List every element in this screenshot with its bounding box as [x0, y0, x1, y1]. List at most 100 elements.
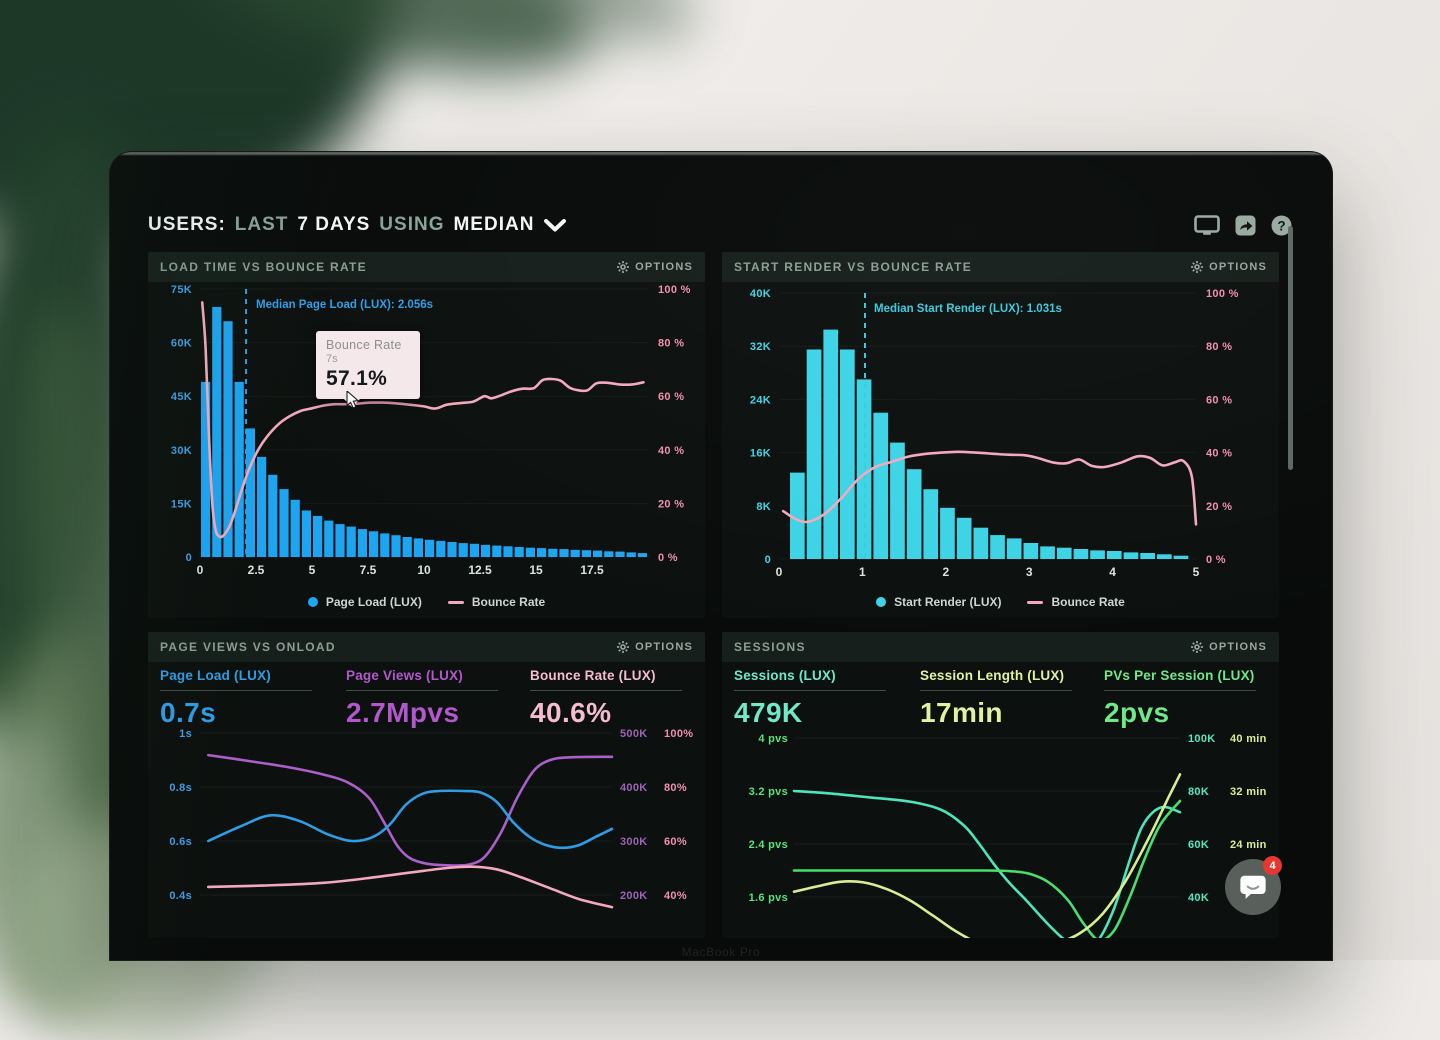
histogram-bar [380, 533, 389, 557]
x-axis-tick: 5 [309, 563, 316, 577]
panel-start-render: START RENDER VS BOUNCE RATE OPTIONS Medi… [722, 252, 1279, 618]
x-axis-tick: 7.5 [360, 563, 377, 577]
tooltip-series: Bounce Rate [326, 338, 410, 352]
x-axis-tick: 15 [529, 563, 543, 577]
histogram-bar [990, 535, 1005, 559]
svg-text:?: ? [1277, 218, 1285, 233]
tooltip-value: 57.1% [326, 367, 410, 391]
options-label: OPTIONS [1209, 261, 1267, 273]
histogram-bar [257, 457, 266, 557]
start-render-chart: Median Start Render (LUX): 1.031s40K32K2… [722, 282, 1279, 582]
histogram-bar [923, 489, 938, 559]
macbook-label: MacBook Pro [110, 945, 1332, 959]
panel-header: PAGE VIEWS VS ONLOAD OPTIONS [148, 632, 705, 662]
histogram-bar [1007, 538, 1022, 559]
histogram-bar [503, 546, 512, 557]
y-axis-tick: 15K [171, 498, 192, 510]
axis-tick-min: 40 min [1230, 733, 1267, 745]
histogram-bar [840, 350, 855, 560]
histogram-bar [459, 543, 468, 557]
y-axis-tick: 60K [171, 338, 192, 350]
axis-tick-pct: 100% [664, 728, 693, 740]
histogram-bar [481, 545, 490, 557]
legend-label: Start Render (LUX) [894, 595, 1001, 609]
y2-axis-tick: 80 % [658, 338, 684, 350]
chevron-down-icon [543, 219, 567, 232]
options-button[interactable]: OPTIONS [1191, 261, 1267, 273]
histogram-bar [627, 552, 636, 557]
title-segment: MEDIAN [453, 214, 534, 236]
histogram-bar [403, 537, 412, 557]
histogram-bar [548, 549, 557, 557]
histogram-bar [957, 518, 972, 559]
histogram-bar [571, 550, 580, 557]
histogram-bar [1057, 548, 1072, 559]
panel-title: START RENDER VS BOUNCE RATE [734, 260, 972, 274]
load-time-chart: Median Page Load (LUX): 2.056s75K60K45K3… [148, 282, 705, 582]
histogram-bar [823, 330, 838, 559]
y-axis-tick: 45K [171, 391, 192, 403]
histogram-bar [582, 550, 591, 557]
histogram-bar [369, 531, 378, 557]
line-series [208, 867, 612, 908]
histogram-bar [425, 540, 434, 557]
y-axis-tick: 24K [750, 394, 771, 406]
legend-label: Page Load (LUX) [326, 595, 422, 609]
title-segment: 7 DAYS [297, 214, 370, 236]
x-axis-tick: 0 [776, 565, 783, 579]
chat-bubble-icon [1239, 874, 1267, 901]
legend-label: Bounce Rate [472, 595, 545, 609]
display-icon[interactable] [1194, 215, 1220, 235]
panel-title: PAGE VIEWS VS ONLOAD [160, 640, 336, 654]
y-axis-tick: 8K [756, 501, 771, 513]
histogram-bar [537, 548, 546, 557]
chat-widget-button[interactable]: 4 [1225, 859, 1281, 915]
axis-tick-min: 24 min [1230, 839, 1267, 851]
scrollbar-thumb[interactable] [1288, 226, 1293, 470]
options-button[interactable]: OPTIONS [1191, 641, 1267, 653]
options-label: OPTIONS [1209, 641, 1267, 653]
histogram-bar [447, 542, 456, 557]
gear-icon [617, 261, 629, 273]
axis-tick-left: 0.6s [169, 836, 192, 848]
panel-sessions: SESSIONS OPTIONS Sessions (LUX) 479K [722, 632, 1279, 938]
x-axis-tick: 17.5 [580, 563, 604, 577]
panel-header: LOAD TIME VS BOUNCE RATE OPTIONS [148, 252, 705, 282]
histogram-bar [391, 535, 400, 557]
histogram-bar [1090, 550, 1105, 559]
y-axis-tick: 75K [171, 284, 192, 296]
axis-tick-left: 0.8s [169, 782, 192, 794]
histogram-bar [807, 350, 822, 560]
metric-selector[interactable]: USERS: LAST 7 DAYS USING MEDIAN [148, 214, 567, 236]
share-icon[interactable] [1235, 215, 1256, 236]
axis-tick-pct: 80% [664, 782, 687, 794]
y-axis-tick: 0 [765, 554, 771, 566]
histogram-bar [615, 552, 624, 557]
options-button[interactable]: OPTIONS [617, 261, 693, 273]
y2-axis-tick: 20 % [658, 498, 684, 510]
histogram-bar [559, 549, 568, 557]
legend-swatch [308, 597, 318, 607]
histogram-bar [1024, 543, 1039, 559]
options-button[interactable]: OPTIONS [617, 641, 693, 653]
histogram-bar [1124, 552, 1139, 559]
histogram-bar [436, 541, 445, 557]
histogram-bar [1074, 549, 1089, 559]
axis-tick-left: 2.4 pvs [749, 839, 788, 851]
axis-tick-k: 500K [620, 728, 648, 740]
y-axis-tick: 0 [186, 552, 192, 564]
histogram-bar [291, 500, 300, 557]
histogram-bar [974, 528, 989, 559]
axis-tick-k: 200K [620, 890, 648, 902]
panel-page-views: PAGE VIEWS VS ONLOAD OPTIONS Page Load (… [148, 632, 705, 938]
panel-title: LOAD TIME VS BOUNCE RATE [160, 260, 367, 274]
legend-item: Bounce Rate [448, 595, 545, 609]
x-axis-tick: 0 [197, 563, 204, 577]
histogram-bar [313, 516, 322, 557]
legend-item: Bounce Rate [1027, 595, 1124, 609]
axis-tick-left: 4 pvs [758, 733, 788, 745]
title-segment: USING [379, 214, 444, 236]
gear-icon [617, 641, 629, 653]
